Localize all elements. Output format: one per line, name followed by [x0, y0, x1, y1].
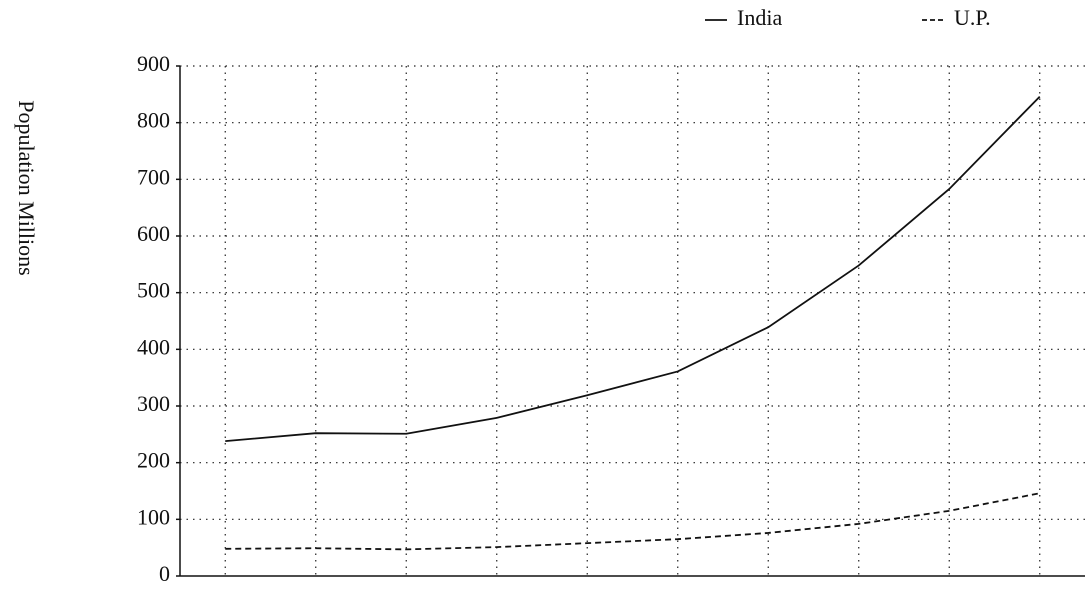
y-tick-label: 600 [137, 221, 170, 246]
y-tick-label: 700 [137, 164, 170, 189]
data-line [225, 95, 1041, 443]
y-tick-label: 400 [137, 334, 170, 359]
data-line [225, 492, 1040, 551]
y-tick-label: 500 [137, 278, 170, 303]
y-tick-label: 200 [137, 448, 170, 473]
legend-label: India [737, 5, 782, 30]
y-tick-label: 0 [159, 561, 170, 586]
y-tick-label: 900 [137, 51, 170, 76]
y-tick-label: 300 [137, 391, 170, 416]
legend-label: U.P. [954, 5, 991, 30]
y-axis-label: Population Millions [14, 100, 39, 275]
y-tick-label: 800 [137, 108, 170, 133]
y-tick-label: 100 [137, 504, 170, 529]
